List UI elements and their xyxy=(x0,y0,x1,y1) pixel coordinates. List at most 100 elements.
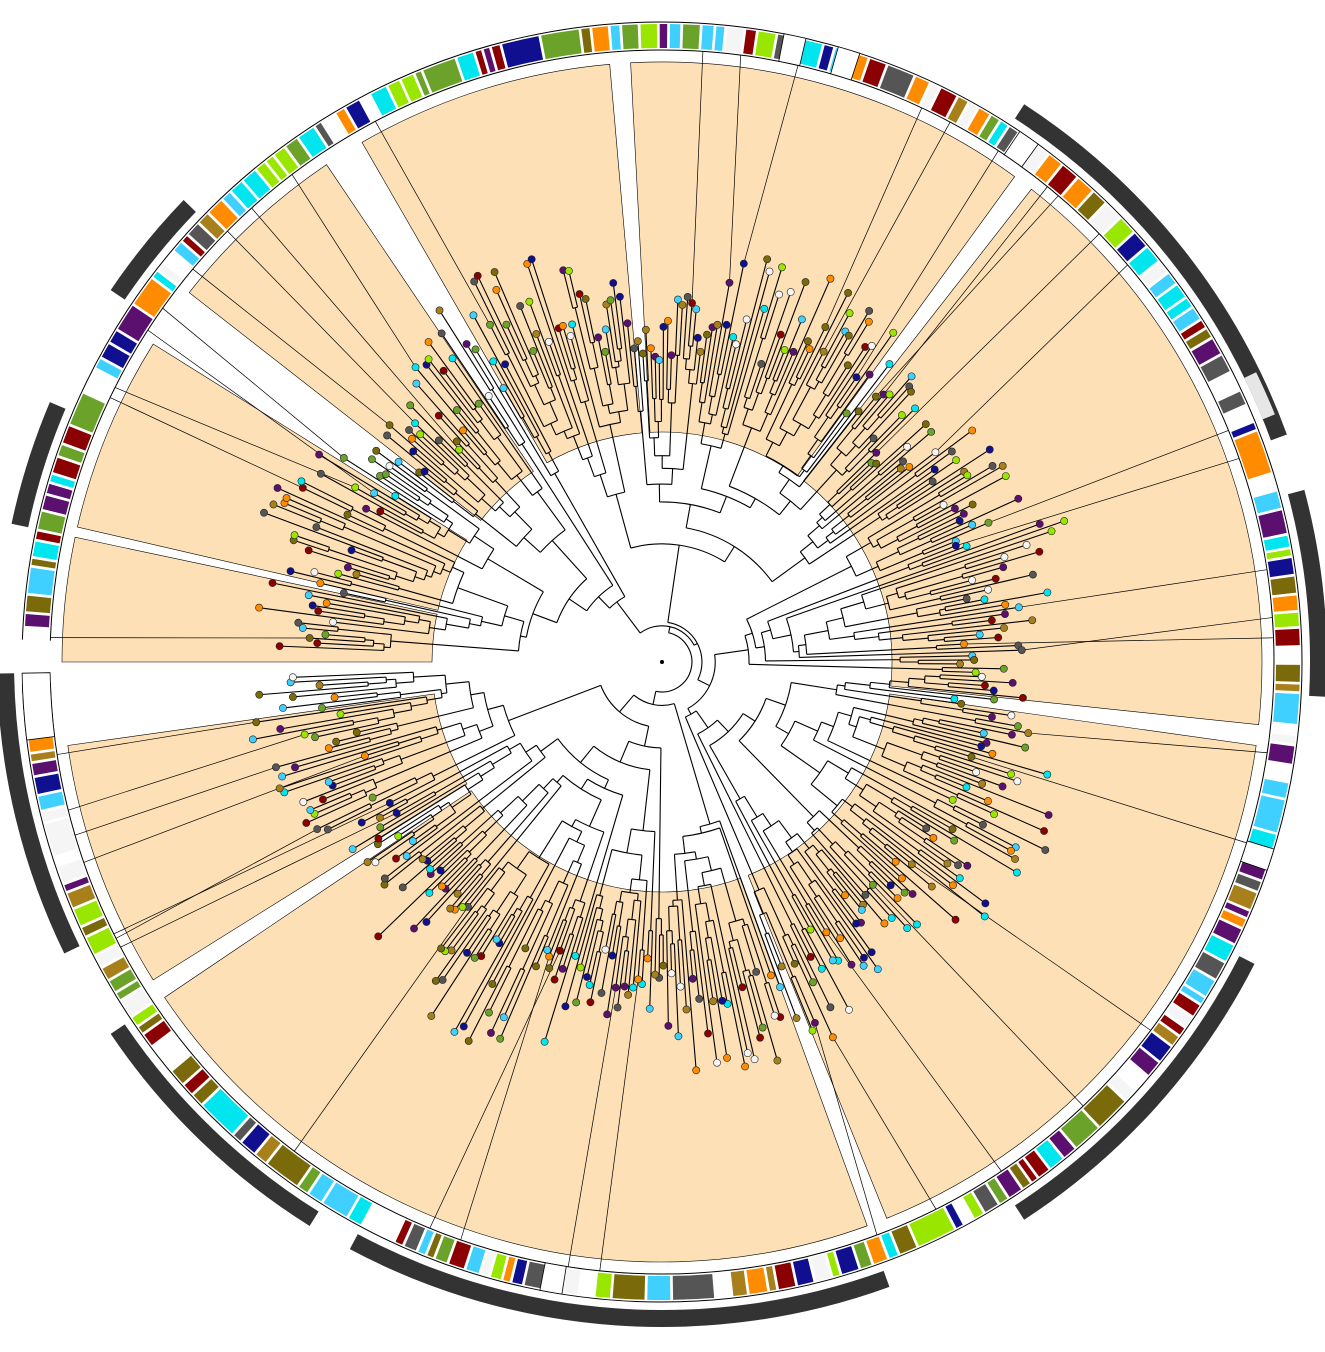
tip-point-53 xyxy=(405,426,413,434)
branch-edge-798 xyxy=(940,754,1018,782)
ring-segment-155 xyxy=(996,1169,1022,1197)
branch-edge-915 xyxy=(812,844,820,853)
branch-edge-596 xyxy=(876,518,915,541)
branch-edge-348 xyxy=(642,353,646,382)
ring-segment-35 xyxy=(274,148,299,174)
branch-edge-70 xyxy=(442,568,451,573)
branch-edge-931 xyxy=(796,848,873,953)
ring-segment-25 xyxy=(174,242,200,266)
ring-segment-43 xyxy=(371,86,397,116)
branch-edge-472 xyxy=(814,381,820,390)
branch-edge-1100 xyxy=(619,891,623,902)
ring-segment-222 xyxy=(57,859,86,883)
branch-edge-1204 xyxy=(442,914,488,981)
tip-point-444 xyxy=(299,798,308,806)
branch-edge-1026 xyxy=(721,972,729,1004)
branch-arc-585 xyxy=(746,618,757,649)
tip-point-442 xyxy=(306,806,315,814)
branch-edge-1178 xyxy=(538,820,563,859)
leader-line-4 xyxy=(826,932,1002,1172)
branch-edge-650 xyxy=(886,592,898,597)
tip-point-150 xyxy=(821,323,830,331)
ring-segment-226 xyxy=(38,791,65,810)
branch-edge-1079 xyxy=(638,855,643,880)
ring-segment-225 xyxy=(42,806,68,822)
branch-arc-566 xyxy=(914,473,918,478)
tip-point-331 xyxy=(752,967,761,976)
tip-point-426 xyxy=(371,858,380,867)
branch-edge-773 xyxy=(939,719,1013,736)
tip-point-418 xyxy=(398,883,407,892)
branch-edge-775 xyxy=(922,722,1026,749)
tip-point-147 xyxy=(826,274,835,283)
branch-edge-763 xyxy=(821,721,834,728)
ring-segment-199 xyxy=(299,1167,321,1193)
branch-edge-1325 xyxy=(365,787,377,794)
ring-segment-99 xyxy=(1180,320,1205,340)
branch-edge-185 xyxy=(478,467,494,483)
branch-edge-222 xyxy=(441,333,506,429)
ring-segment-162 xyxy=(891,1225,917,1254)
branch-arc-48 xyxy=(363,613,366,618)
branch-edge-656 xyxy=(898,595,906,599)
ring-segment-4 xyxy=(31,558,57,569)
ring-segment-147 xyxy=(1108,1074,1135,1100)
branch-edge-491 xyxy=(801,455,812,469)
branch-edge-1185 xyxy=(453,910,523,1033)
branch-edge-47 xyxy=(364,615,385,620)
tip-point-17 xyxy=(334,569,343,578)
branch-arc-234 xyxy=(534,434,540,439)
branch-edge-181 xyxy=(438,440,466,467)
branch-edge-50 xyxy=(312,604,365,615)
tip-point-33 xyxy=(362,504,370,513)
branch-edge-562 xyxy=(864,468,902,498)
tip-point-36 xyxy=(351,483,360,492)
branch-edge-57 xyxy=(320,582,387,599)
tip-point-324 xyxy=(808,1026,817,1035)
branch-edge-449 xyxy=(778,500,791,516)
branch-edge-745 xyxy=(908,685,1024,699)
branch-arc-686 xyxy=(951,621,953,626)
branch-edge-1352 xyxy=(364,744,400,757)
leader-line-36 xyxy=(729,55,742,283)
branch-edge-945 xyxy=(762,830,808,905)
branch-edge-423 xyxy=(742,408,749,425)
ring-segment-26 xyxy=(182,236,205,257)
branch-edge-888 xyxy=(868,863,892,886)
tip-point-466 xyxy=(255,690,264,699)
branch-edge-5 xyxy=(598,596,610,609)
leader-line-24 xyxy=(120,812,397,948)
branch-edge-339 xyxy=(637,341,644,412)
branch-arc-561 xyxy=(864,496,868,501)
branch-edge-1207 xyxy=(490,871,506,892)
branch-arc-159 xyxy=(443,479,448,483)
branch-edge-1344 xyxy=(284,758,383,793)
ring-segment-168 xyxy=(810,1254,831,1282)
outer-clade-band-layer xyxy=(0,104,1325,1327)
branch-edge-488 xyxy=(818,346,866,419)
tip-point-5 xyxy=(294,618,303,627)
branch-edge-67 xyxy=(356,573,400,588)
branch-edge-270 xyxy=(505,324,524,361)
branch-edge-904 xyxy=(811,832,866,896)
branch-edge-158 xyxy=(445,480,458,492)
tip-point-66 xyxy=(424,355,433,364)
ring-segment-127 xyxy=(1253,795,1285,833)
branch-edge-942 xyxy=(834,922,865,967)
tip-point-layer xyxy=(249,255,1069,1075)
branch-edge-300 xyxy=(593,368,604,407)
tip-point-106 xyxy=(609,279,618,287)
branch-arc-170 xyxy=(464,475,470,481)
branch-edge-526 xyxy=(844,438,874,469)
tip-point-401 xyxy=(447,946,456,955)
branch-edge-1238 xyxy=(445,857,476,890)
ring-segment-52 xyxy=(502,36,544,68)
branch-edge-1123 xyxy=(575,919,598,1003)
branch-edge-1349 xyxy=(279,740,423,789)
tip-point-224 xyxy=(1001,610,1009,618)
branch-edge-859 xyxy=(854,803,920,852)
leader-line-10 xyxy=(691,51,704,304)
branch-edge-777 xyxy=(848,723,857,728)
tip-point-236 xyxy=(999,664,1008,673)
tip-point-420 xyxy=(418,855,427,864)
